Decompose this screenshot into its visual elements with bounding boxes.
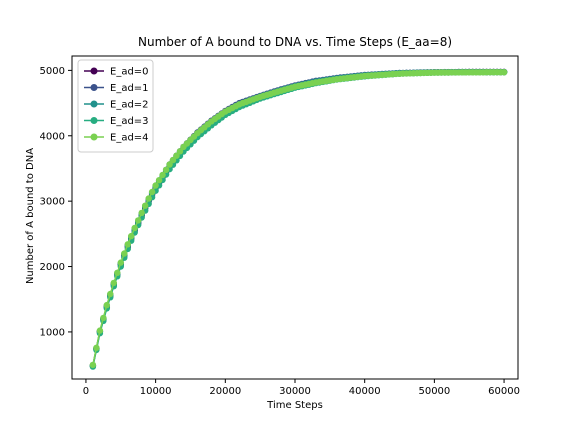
x-tick-label: 10000 — [140, 386, 172, 397]
data-point — [166, 161, 173, 168]
x-tick-label: 0 — [83, 386, 89, 397]
y-tick-label: 4000 — [40, 131, 65, 142]
y-axis-label: Number of A bound to DNA — [25, 148, 36, 284]
legend-marker — [90, 84, 98, 91]
legend-marker — [90, 100, 98, 108]
data-point — [148, 188, 156, 196]
data-point — [176, 148, 184, 155]
x-tick-label: 50000 — [418, 386, 450, 397]
y-tick-label: 5000 — [40, 66, 65, 77]
data-point — [135, 217, 142, 224]
legend-label: E_ad=2 — [110, 100, 149, 111]
legend-marker — [90, 117, 98, 124]
chart-title: Number of A bound to DNA vs. Time Steps … — [138, 35, 452, 49]
data-point — [121, 250, 128, 257]
series-E_ad=4 — [89, 69, 508, 369]
x-tick-label: 20000 — [209, 386, 241, 397]
legend-marker — [90, 67, 98, 75]
data-point — [131, 224, 138, 232]
x-tick-label: 40000 — [349, 386, 381, 397]
y-tick-label: 3000 — [40, 197, 65, 208]
data-point — [173, 152, 180, 159]
legend-box — [77, 59, 154, 153]
data-point — [155, 177, 163, 184]
data-point — [128, 232, 135, 240]
x-axis-label: Time Steps — [266, 400, 323, 411]
data-point — [162, 166, 170, 173]
legend-label: E_ad=1 — [110, 83, 149, 94]
legend-label: E_ad=0 — [110, 67, 149, 78]
data-point — [117, 259, 125, 266]
data-point — [124, 241, 131, 248]
data-point — [107, 290, 114, 298]
data-point — [103, 301, 111, 309]
data-point — [100, 314, 107, 322]
y-tick-label: 1000 — [40, 327, 65, 338]
legend-label: E_ad=3 — [110, 116, 149, 127]
legend-marker — [90, 133, 98, 141]
data-point — [114, 269, 121, 276]
legend: E_ad=0 E_ad=1 E_ad=2 E_ad=3 E_ad=4 — [77, 59, 154, 153]
data-point — [145, 195, 152, 202]
plot-area: 0 10000 20000 30000 40000 50000 60000 1000 2000 3… — [40, 55, 520, 397]
data-point — [152, 182, 159, 189]
data-point — [169, 156, 177, 164]
x-tick-label: 30000 — [279, 386, 311, 397]
data-point — [110, 279, 118, 287]
legend-label: E_ad=4 — [110, 133, 149, 144]
data-point — [142, 202, 149, 209]
data-point — [96, 327, 104, 334]
data-point — [159, 171, 166, 179]
data-point — [89, 361, 97, 369]
data-point — [93, 344, 100, 351]
x-tick-label: 60000 — [488, 386, 520, 397]
data-point — [500, 69, 508, 76]
data-point — [138, 209, 145, 217]
y-tick-label: 2000 — [40, 262, 65, 273]
